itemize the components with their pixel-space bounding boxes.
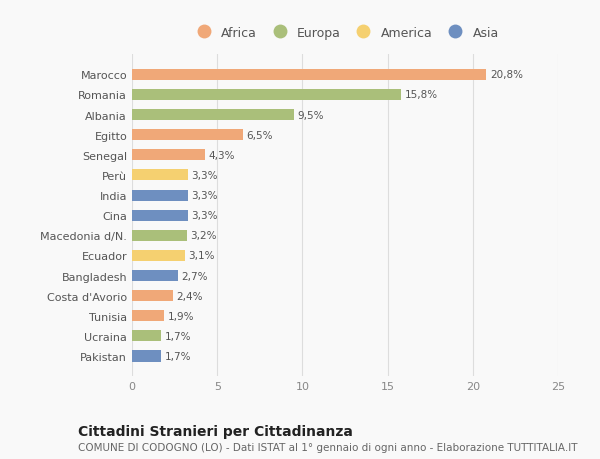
Bar (132, 291, 173, 302)
Text: 15,8%: 15,8% (404, 90, 438, 100)
Legend: Africa, Europa, America, Asia: Africa, Europa, America, Asia (187, 23, 503, 43)
Text: 2,4%: 2,4% (176, 291, 203, 301)
Text: 3,3%: 3,3% (191, 190, 218, 201)
Bar (132, 311, 164, 322)
Bar (132, 250, 185, 262)
Text: 1,9%: 1,9% (168, 311, 194, 321)
Bar (132, 190, 188, 201)
Text: 20,8%: 20,8% (490, 70, 523, 80)
Text: Cittadini Stranieri per Cittadinanza: Cittadini Stranieri per Cittadinanza (78, 425, 353, 438)
Text: 3,3%: 3,3% (191, 171, 218, 180)
Bar (132, 130, 243, 141)
Bar (132, 170, 188, 181)
Text: 6,5%: 6,5% (246, 130, 272, 140)
Bar (132, 70, 487, 81)
Text: COMUNE DI CODOGNO (LO) - Dati ISTAT al 1° gennaio di ogni anno - Elaborazione TU: COMUNE DI CODOGNO (LO) - Dati ISTAT al 1… (78, 442, 577, 452)
Bar (132, 90, 401, 101)
Text: 3,3%: 3,3% (191, 211, 218, 221)
Bar (132, 330, 161, 341)
Bar (132, 230, 187, 241)
Bar (132, 210, 188, 221)
Text: 4,3%: 4,3% (209, 151, 235, 161)
Bar (132, 110, 294, 121)
Text: 9,5%: 9,5% (297, 110, 324, 120)
Text: 3,2%: 3,2% (190, 231, 217, 241)
Text: 3,1%: 3,1% (188, 251, 215, 261)
Bar (132, 351, 161, 362)
Text: 2,7%: 2,7% (181, 271, 208, 281)
Text: 1,7%: 1,7% (164, 331, 191, 341)
Bar (132, 150, 205, 161)
Bar (132, 270, 178, 281)
Text: 1,7%: 1,7% (164, 351, 191, 361)
